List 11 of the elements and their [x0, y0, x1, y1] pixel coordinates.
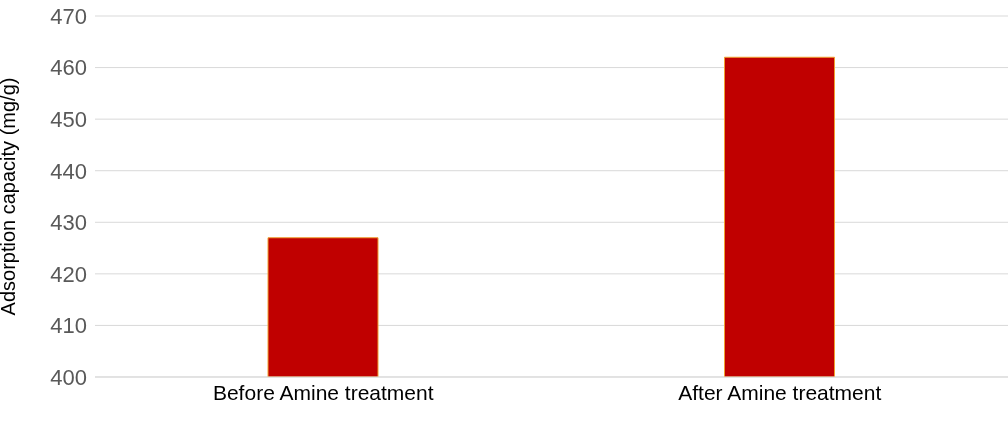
- y-tick-label: 410: [50, 313, 87, 339]
- y-tick-label: 440: [50, 158, 87, 184]
- y-tick-label: 420: [50, 261, 87, 287]
- y-tick-label: 460: [50, 55, 87, 81]
- y-tick-label: 400: [50, 364, 87, 390]
- x-tick-label: Before Amine treatment: [212, 380, 434, 404]
- y-tick-label: 450: [50, 106, 87, 132]
- x-tick-label: After Amine treatment: [678, 380, 882, 404]
- y-tick-label: 430: [50, 210, 87, 236]
- y-tick-label: 470: [50, 3, 87, 29]
- y-axis-title: Adsorption capacity (mg/g): [0, 77, 20, 316]
